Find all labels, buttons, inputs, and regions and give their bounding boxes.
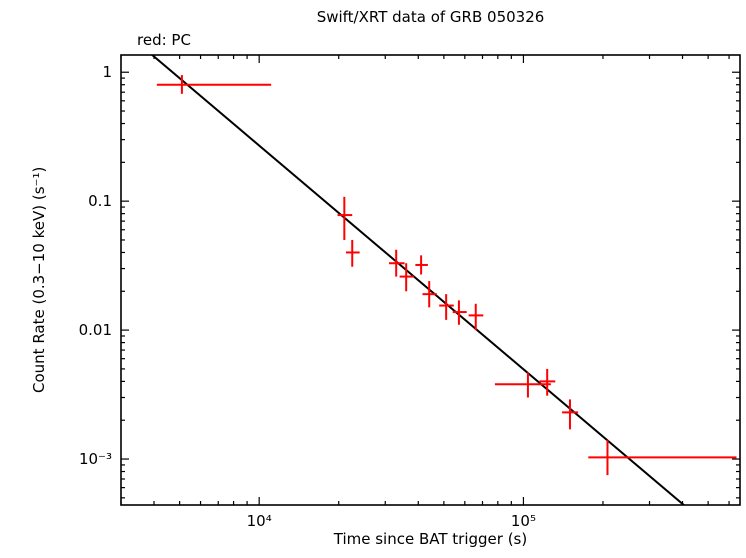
y-tick-label: 10⁻³ — [79, 450, 112, 468]
y-tick-label: 0.01 — [79, 321, 112, 339]
x-tick-label: 10⁴ — [247, 512, 272, 530]
data-point — [452, 300, 467, 325]
y-tick-label: 1 — [102, 63, 112, 81]
y-axis-label: Count Rate (0.3−10 keV) (s⁻¹) — [30, 166, 48, 394]
y-tick-label: 0.1 — [88, 192, 112, 210]
x-tick-label: 10⁵ — [511, 512, 536, 530]
data-point — [539, 368, 556, 396]
data-point — [415, 255, 428, 275]
data-point — [439, 294, 454, 320]
plot-frame — [120, 54, 741, 506]
fit-line — [150, 55, 686, 505]
data-point — [399, 263, 414, 292]
axis-ticks — [120, 55, 740, 505]
data-point — [345, 239, 360, 267]
data-point — [156, 75, 272, 94]
data-point — [494, 372, 551, 398]
data-point — [337, 196, 353, 240]
data-series-PC — [156, 75, 737, 476]
chart-title: Swift/XRT data of GRB 050326 — [316, 8, 545, 26]
data-point — [389, 249, 405, 277]
data-point — [562, 399, 579, 430]
data-point — [468, 303, 484, 331]
x-axis-label: Time since BAT trigger (s) — [333, 530, 528, 548]
mode-annotation: red: PC — [137, 31, 191, 49]
data-point — [422, 281, 437, 308]
data-point — [588, 440, 737, 476]
